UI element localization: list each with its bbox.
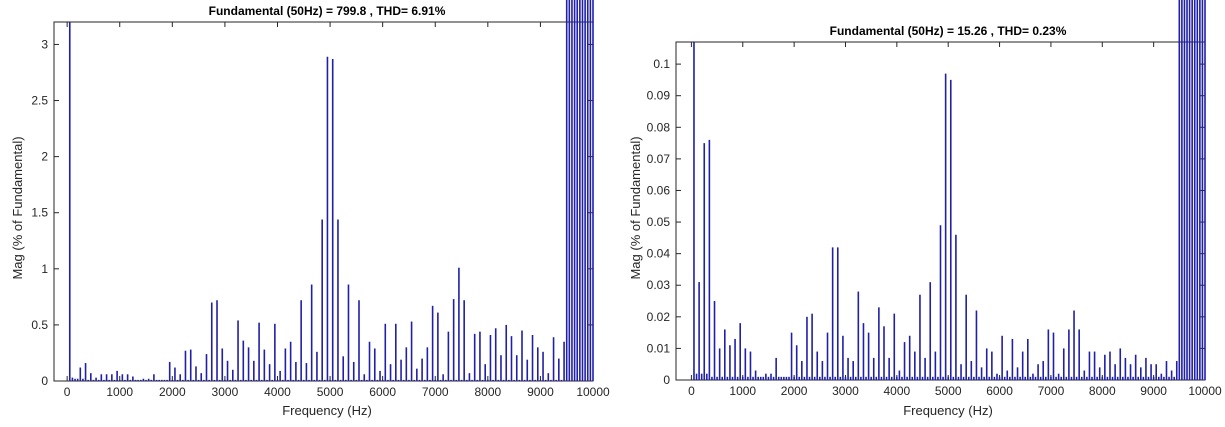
chart-right-plot-area: 0 1000 2000 3000 4000 5000 6000 7000 8000 9000 100… — [647, 0, 1222, 398]
chart-left-ytick-label: 3 — [41, 37, 48, 51]
chart-right-ytick-label: 0.09 — [647, 89, 671, 103]
chart-right: Fundamental (50Hz) = 15.26 , THD= 0.23% … — [628, 0, 1222, 418]
chart-left-ytick-label: 1.5 — [31, 206, 48, 220]
chart-right-ytick-label: 0.07 — [647, 152, 671, 166]
chart-right-ylabel: Mag (% of Fundamental) — [628, 136, 643, 279]
chart-left-ylabel: Mag (% of Fundamental) — [10, 136, 25, 279]
chart-left-xtick-label: 1000 — [106, 385, 133, 399]
chart-left-ytick-label: 0 — [41, 374, 48, 388]
chart-left-title: Fundamental (50Hz) = 799.8 , THD= 6.91% — [209, 4, 446, 18]
chart-right-xtick-label: 1000 — [729, 384, 756, 398]
chart-right-xtick-label: 8000 — [1089, 384, 1116, 398]
chart-right-xtick-label: 3000 — [832, 384, 859, 398]
chart-right-xtick-label: 2000 — [781, 384, 808, 398]
chart-right-xtick-label: 7000 — [1038, 384, 1065, 398]
chart-left-xtick-label: 0 — [64, 385, 71, 399]
chart-left-ytick-label: 1 — [41, 262, 48, 276]
chart-left: Fundamental (50Hz) = 799.8 , THD= 6.91% … — [10, 0, 610, 418]
chart-left-ytick-label: 2.5 — [31, 94, 48, 108]
chart-right-ytick-label: 0.03 — [647, 278, 671, 292]
chart-left-ytick-label: 2 — [41, 150, 48, 164]
chart-right-xtick-label: 4000 — [883, 384, 910, 398]
chart-right-ytick-label: 0.05 — [647, 215, 671, 229]
chart-right-ytick-label: 0.06 — [647, 183, 671, 197]
chart-right-xlabel: Frequency (Hz) — [903, 403, 993, 418]
chart-left-xtick-label: 2000 — [159, 385, 186, 399]
chart-left-xtick-label: 3000 — [212, 385, 239, 399]
chart-left-xtick-label: 5000 — [317, 385, 344, 399]
chart-left-xtick-label: 10000 — [576, 385, 610, 399]
chart-right-ytick-label: 0 — [663, 373, 670, 387]
chart-left-xtick-label: 9000 — [527, 385, 554, 399]
chart-left-xlabel: Frequency (Hz) — [282, 403, 372, 418]
chart-right-ytick-label: 0.04 — [647, 247, 671, 261]
chart-left-ytick-label: 0.5 — [31, 318, 48, 332]
chart-left-plot-area: 0 1000 2000 3000 4000 5000 6000 7000 8000 9000 100… — [31, 0, 610, 399]
chart-right-ytick-label: 0.1 — [653, 57, 670, 71]
chart-right-ytick-label: 0.08 — [647, 120, 671, 134]
chart-left-axes-box — [53, 21, 594, 382]
chart-right-ytick-label: 0.01 — [647, 341, 671, 355]
chart-left-xtick-label: 6000 — [369, 385, 396, 399]
chart-left-xtick-label: 8000 — [474, 385, 501, 399]
chart-right-xtick-label: 0 — [688, 384, 695, 398]
chart-left-xtick-label: 7000 — [422, 385, 449, 399]
chart-right-xtick-label: 9000 — [1140, 384, 1167, 398]
chart-right-xtick-label: 10000 — [1188, 384, 1222, 398]
chart-left-xtick-label: 4000 — [264, 385, 291, 399]
chart-right-title: Fundamental (50Hz) = 15.26 , THD= 0.23% — [830, 24, 1067, 38]
chart-right-xtick-label: 6000 — [986, 384, 1013, 398]
chart-right-ytick-label: 0.02 — [647, 310, 671, 324]
chart-right-xtick-label: 5000 — [935, 384, 962, 398]
